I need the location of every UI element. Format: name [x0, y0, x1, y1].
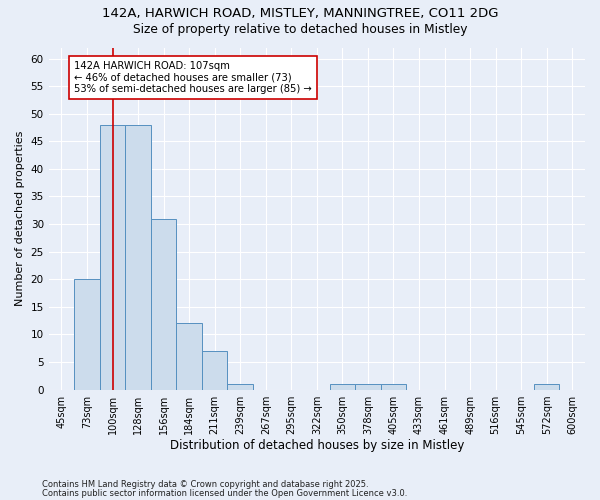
- Bar: [534, 384, 559, 390]
- Text: 142A HARWICH ROAD: 107sqm
← 46% of detached houses are smaller (73)
53% of semi-: 142A HARWICH ROAD: 107sqm ← 46% of detac…: [74, 62, 312, 94]
- Bar: [202, 351, 227, 390]
- Text: Size of property relative to detached houses in Mistley: Size of property relative to detached ho…: [133, 24, 467, 36]
- Y-axis label: Number of detached properties: Number of detached properties: [15, 131, 25, 306]
- Bar: [100, 124, 125, 390]
- Bar: [74, 279, 100, 390]
- Bar: [176, 324, 202, 390]
- Bar: [151, 218, 176, 390]
- Bar: [355, 384, 380, 390]
- Bar: [227, 384, 253, 390]
- X-axis label: Distribution of detached houses by size in Mistley: Distribution of detached houses by size …: [170, 440, 464, 452]
- Bar: [329, 384, 355, 390]
- Bar: [125, 124, 151, 390]
- Text: Contains HM Land Registry data © Crown copyright and database right 2025.: Contains HM Land Registry data © Crown c…: [42, 480, 368, 489]
- Text: Contains public sector information licensed under the Open Government Licence v3: Contains public sector information licen…: [42, 489, 407, 498]
- Bar: [380, 384, 406, 390]
- Text: 142A, HARWICH ROAD, MISTLEY, MANNINGTREE, CO11 2DG: 142A, HARWICH ROAD, MISTLEY, MANNINGTREE…: [102, 8, 498, 20]
